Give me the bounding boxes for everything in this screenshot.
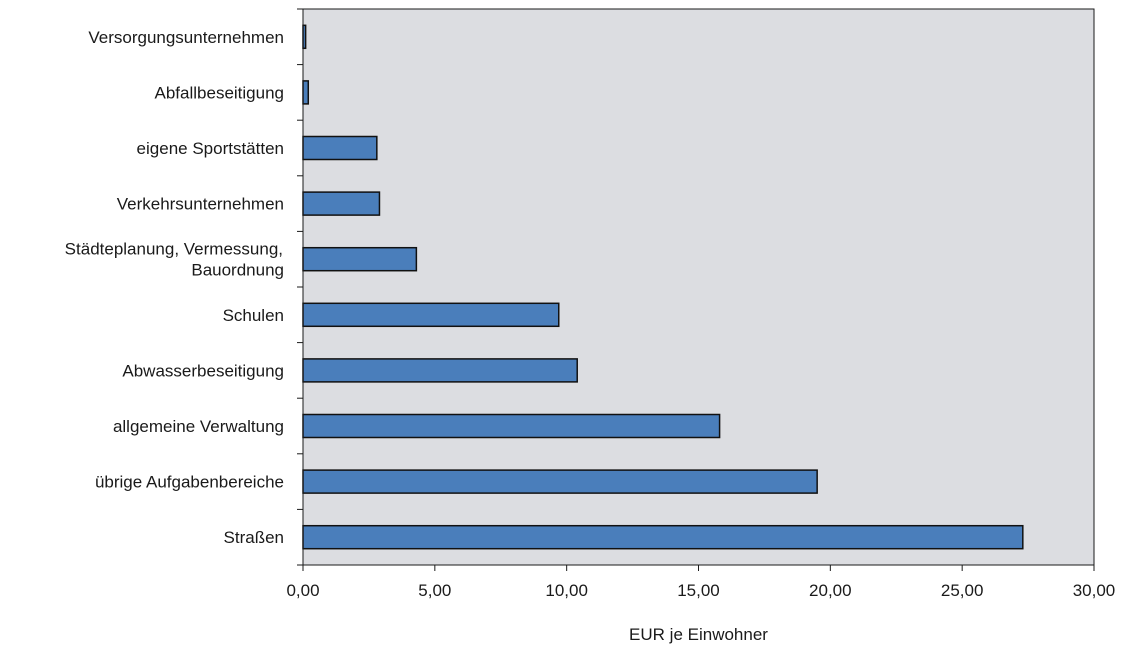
category-label: Bauordnung	[191, 261, 284, 280]
x-tick-label: 10,00	[545, 581, 588, 600]
x-tick-label: 30,00	[1073, 581, 1116, 600]
bar	[302, 469, 818, 494]
category-label: Straßen	[224, 528, 284, 547]
category-labels: Versorgungsunternehmen Abfallbeseitigung e…	[65, 8, 303, 566]
category-label: übrige Aufgabenbereiche	[95, 473, 284, 492]
bar	[302, 135, 378, 161]
x-tick-label: 15,00	[677, 581, 720, 600]
bar	[302, 246, 418, 272]
x-tick-label: 5,00	[418, 581, 451, 600]
bar	[302, 80, 310, 105]
bar	[302, 524, 1024, 550]
x-tick-label: 25,00	[941, 581, 984, 600]
bar	[302, 358, 578, 383]
category-label: eigene Sportstätten	[137, 139, 284, 158]
bar	[302, 302, 560, 328]
category-label: Verkehrsunternehmen	[117, 195, 284, 214]
category-label: Abfallbeseitigung	[155, 83, 284, 102]
x-axis-title: EUR je Einwohner	[629, 625, 768, 644]
x-tick-label: 20,00	[809, 581, 852, 600]
bar	[302, 413, 721, 439]
category-label: allgemeine Verwaltung	[113, 417, 284, 436]
category-label: Abwasserbeseitigung	[122, 361, 284, 380]
bars-group	[302, 24, 1024, 550]
category-label: Städteplanung, Vermessung,	[65, 240, 283, 259]
x-tick-label: 0,00	[286, 581, 319, 600]
category-label: Versorgungsunternehmen	[88, 28, 284, 47]
x-axis-ticks: 0,00 5,00 10,00 15,00 20,00 25,00 30,00	[286, 565, 1115, 600]
bar	[302, 191, 381, 216]
category-label: Schulen	[223, 306, 284, 325]
